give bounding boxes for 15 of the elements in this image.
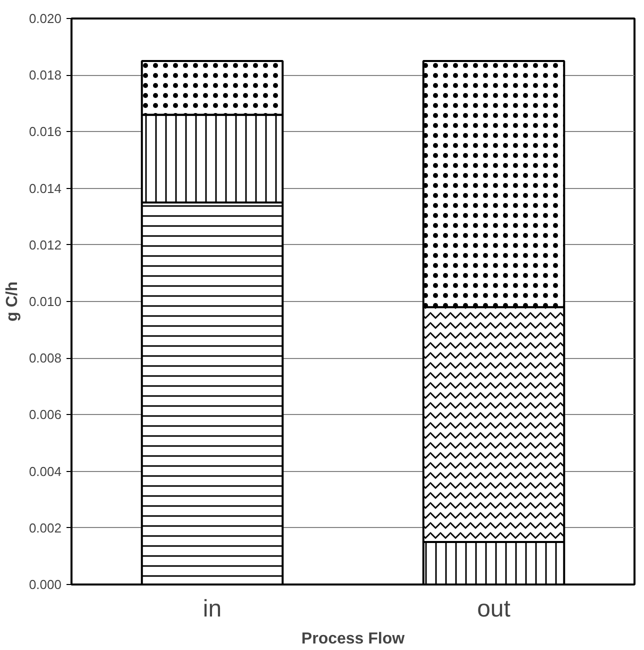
x-axis-title: Process Flow — [301, 630, 406, 648]
y-tick-label: 0.020 — [28, 11, 62, 26]
y-tick-label: 0.012 — [28, 237, 62, 252]
y-tick-label: 0.004 — [28, 464, 62, 479]
x-tick-label: out — [477, 596, 511, 622]
y-tick-label: 0.002 — [28, 520, 62, 536]
y-tick-label: 0.008 — [28, 350, 62, 366]
y-tick-label: 0.000 — [28, 577, 62, 592]
y-tick-label: 0.010 — [28, 294, 62, 309]
y-tick-label: 0.016 — [28, 124, 62, 140]
x-tick-label: in — [202, 596, 222, 622]
y-axis-title: g C/h — [4, 281, 21, 322]
y-tick-label: 0.014 — [28, 180, 62, 196]
y-tick-label: 0.018 — [28, 68, 62, 83]
y-tick-label: 0.006 — [28, 407, 62, 422]
